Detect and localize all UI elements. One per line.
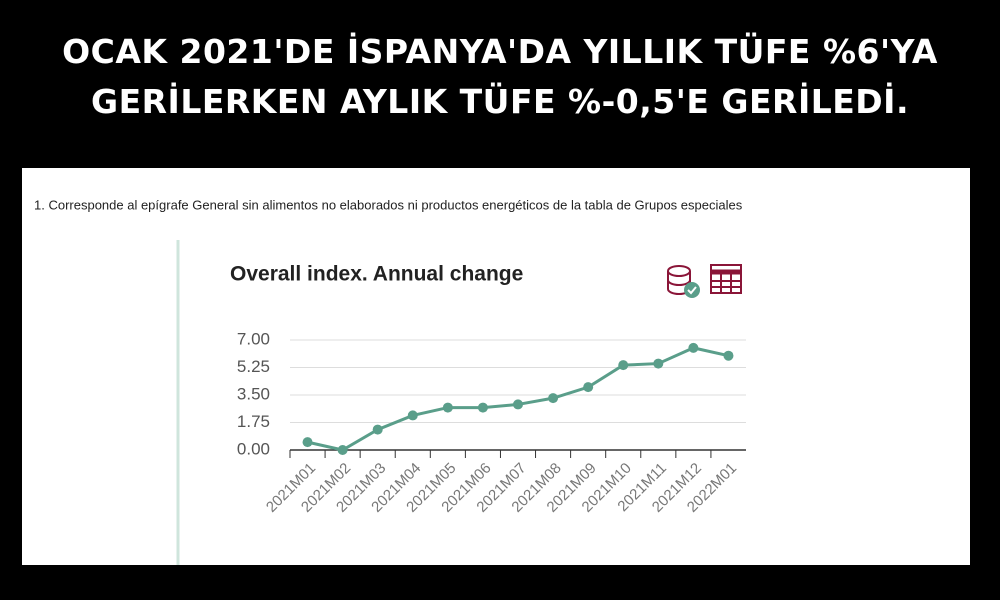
point: [337, 445, 348, 455]
headline: GERİLERKEN AYLIK TÜFE %-0,5'E GERİLEDİ.: [91, 82, 909, 121]
point: [477, 402, 488, 413]
headline: OCAK 2021'DE İSPANYA'DA YILLIK TÜFE %6'Y…: [62, 32, 938, 71]
point: [372, 424, 383, 435]
point: [513, 399, 523, 410]
line: [307, 346, 729, 452]
chart-panel: 1. Corresponde al epígrafe General sin a…: [22, 168, 970, 565]
point: [583, 382, 594, 393]
point: [302, 437, 313, 448]
chart-title: Overall index. Annual change: [230, 263, 523, 286]
point: [688, 342, 699, 353]
y-tick-label: 3.50: [237, 384, 270, 403]
table-icon[interactable]: [710, 264, 742, 294]
y-tick-label: 7.00: [237, 329, 270, 348]
point: [723, 350, 734, 361]
y-tick-label: 5.25: [237, 357, 270, 376]
download-icon[interactable]: [667, 265, 700, 298]
point: [442, 402, 453, 413]
point: [618, 360, 629, 371]
y-tick-label: 1.75: [237, 412, 270, 431]
y-tick-label: 0.00: [237, 439, 270, 458]
point: [548, 393, 559, 404]
point: [653, 358, 664, 369]
footnote: 1. Corresponde al epígrafe General sin a…: [34, 197, 743, 212]
point: [407, 410, 418, 421]
